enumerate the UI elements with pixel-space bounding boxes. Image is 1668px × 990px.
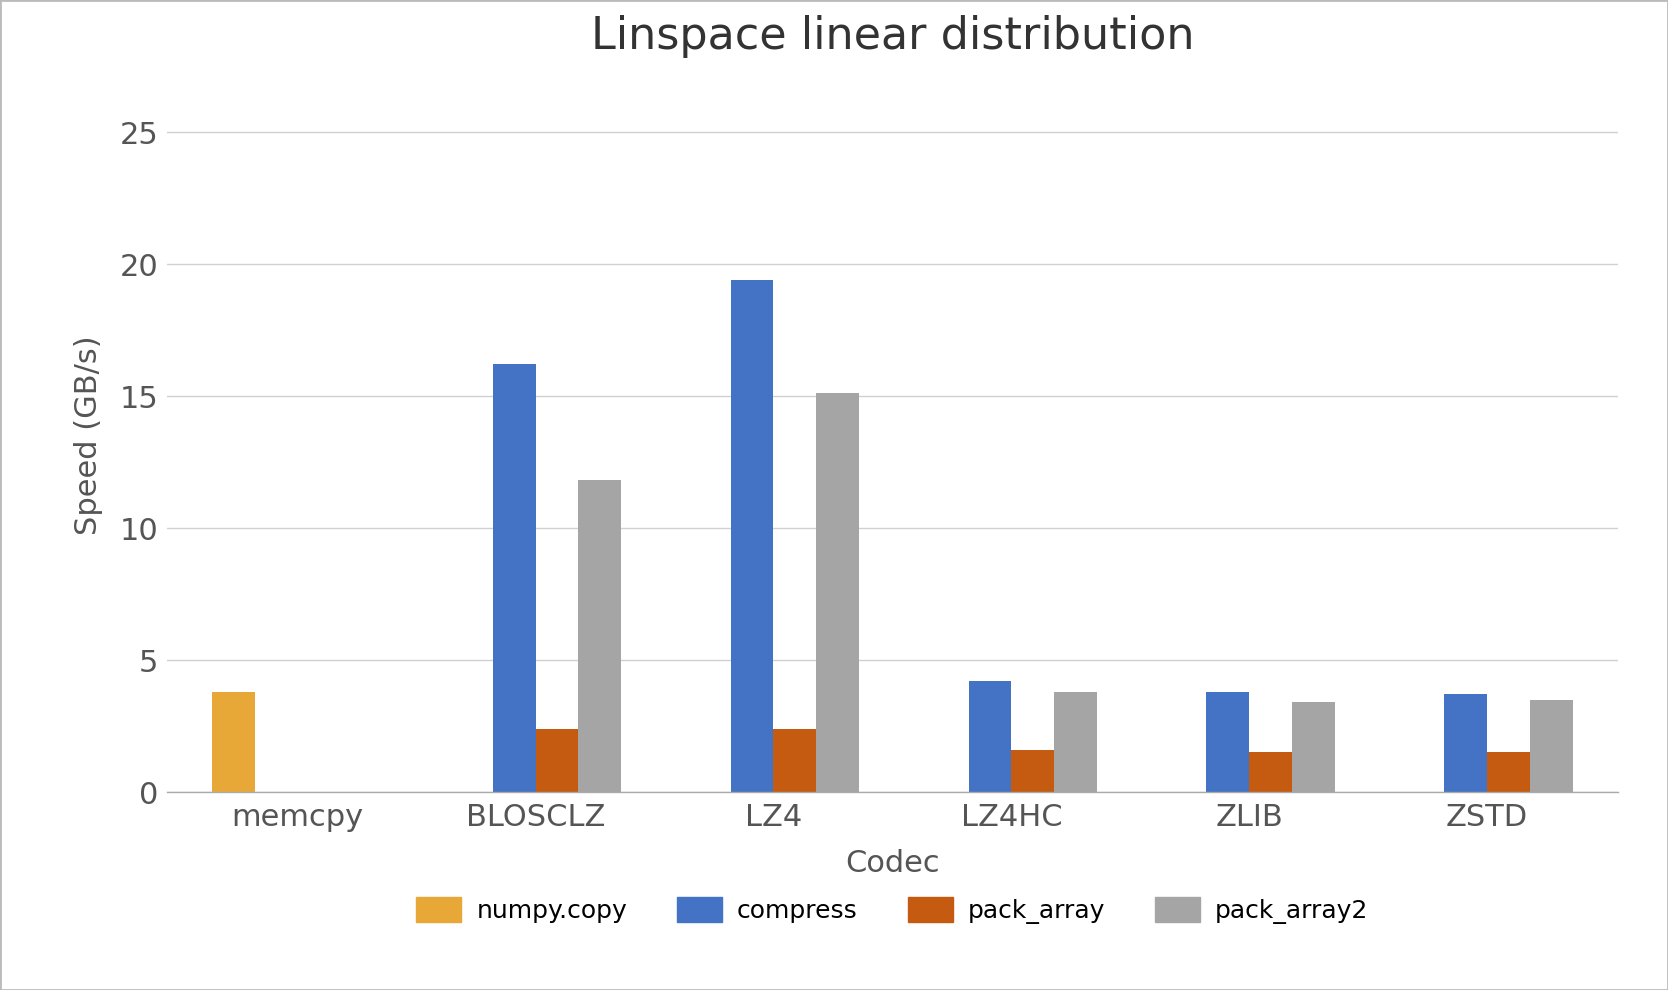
Y-axis label: Speed (GB/s): Speed (GB/s) bbox=[73, 336, 103, 536]
Bar bbox=[731, 280, 774, 792]
Bar bbox=[1444, 694, 1488, 792]
Title: Linspace linear distribution: Linspace linear distribution bbox=[590, 15, 1194, 57]
Bar bbox=[1054, 692, 1098, 792]
Bar bbox=[1293, 702, 1334, 792]
Bar bbox=[1488, 752, 1530, 792]
Bar bbox=[1206, 692, 1249, 792]
Bar bbox=[1530, 700, 1573, 792]
Legend: numpy.copy, compress, pack_array, pack_array2: numpy.copy, compress, pack_array, pack_a… bbox=[404, 884, 1381, 937]
Bar bbox=[774, 729, 816, 792]
Bar bbox=[579, 480, 620, 792]
Bar bbox=[1249, 752, 1293, 792]
Bar bbox=[816, 393, 859, 792]
X-axis label: Codec: Codec bbox=[846, 848, 939, 878]
Bar bbox=[212, 692, 255, 792]
Bar bbox=[492, 364, 535, 792]
Bar bbox=[969, 681, 1011, 792]
Bar bbox=[535, 729, 579, 792]
Bar bbox=[1011, 749, 1054, 792]
